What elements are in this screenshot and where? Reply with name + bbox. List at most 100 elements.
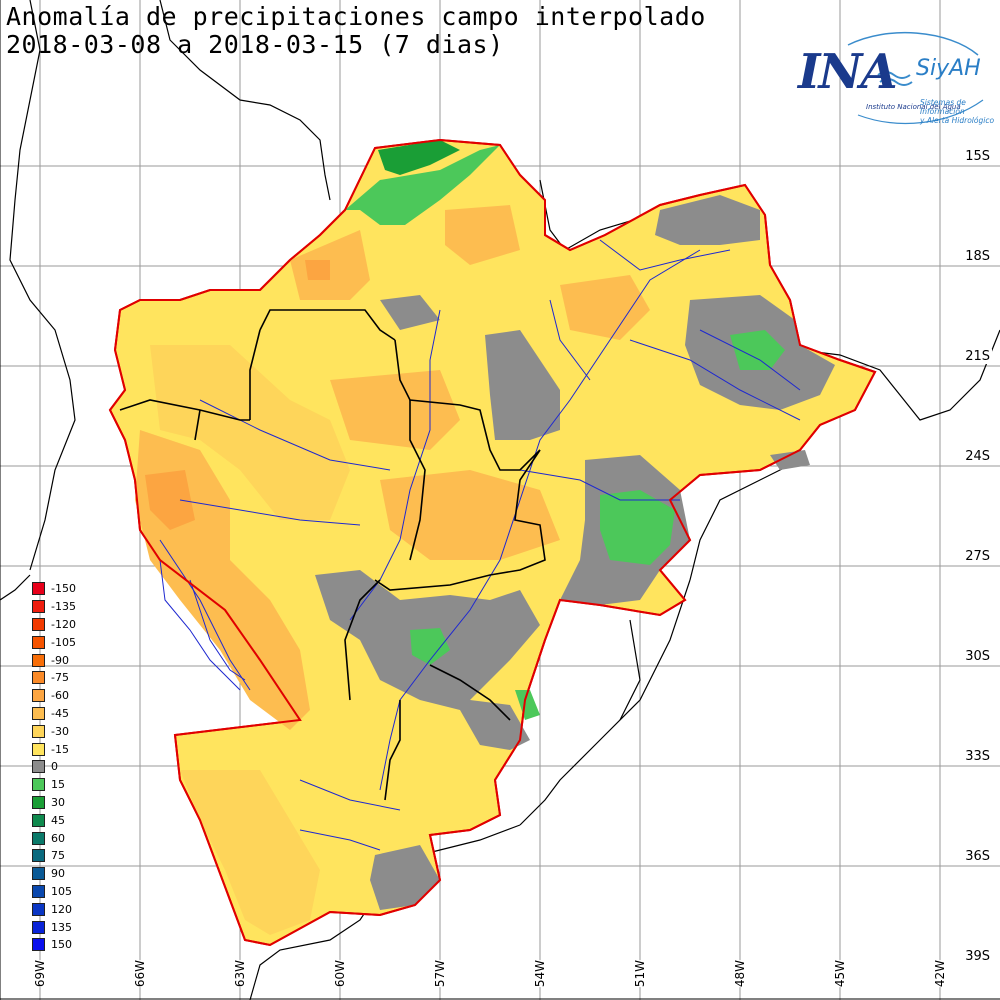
- internal-borders: [119, 309, 546, 801]
- legend-label: -75: [51, 671, 69, 685]
- legend-swatch: [32, 600, 45, 614]
- legend-label: -105: [51, 635, 76, 649]
- rivers: [159, 239, 801, 851]
- legend-label: -150: [51, 582, 76, 596]
- legend-entry: 150: [32, 936, 76, 954]
- anomaly-zone-plus15: [730, 330, 785, 370]
- anomaly-zone-zero: [770, 450, 810, 470]
- legend-swatch: [32, 849, 45, 863]
- anomaly-zone-plus30: [378, 140, 460, 175]
- legend-entry: -15: [32, 740, 76, 758]
- legend-entry: -150: [32, 580, 76, 598]
- legend-swatch: [32, 671, 45, 685]
- legend-entry: 120: [32, 900, 76, 918]
- legend-entry: -75: [32, 669, 76, 687]
- legend-swatch: [32, 582, 45, 596]
- lat-label: 21S: [963, 349, 992, 364]
- lat-label: 30S: [963, 649, 992, 664]
- legend-swatch: [32, 706, 45, 720]
- legend-swatch: [32, 920, 45, 934]
- lat-label: 18S: [963, 249, 992, 264]
- logo-ina-text: INA: [798, 44, 898, 100]
- legend-entry: -60: [32, 687, 76, 705]
- legend-swatch: [32, 778, 45, 792]
- legend-entry: 135: [32, 918, 76, 936]
- legend-entry: 75: [32, 847, 76, 865]
- legend-entry: -45: [32, 705, 76, 723]
- anomaly-zone-minus30: [445, 205, 520, 265]
- lat-label: 27S: [963, 549, 992, 564]
- lat-label: 36S: [963, 849, 992, 864]
- logo-system-fullname: Sistemas de Información y Alerta Hidrológ…: [920, 98, 995, 125]
- legend-swatch: [32, 635, 45, 649]
- legend-label: 30: [51, 795, 65, 809]
- legend-swatch: [32, 884, 45, 898]
- legend-swatch: [32, 724, 45, 738]
- la-plata-basin-field: [108, 138, 877, 947]
- anomaly-zone-minus45: [305, 260, 330, 280]
- legend-entry: -105: [32, 633, 76, 651]
- legend-label: 0: [51, 760, 58, 774]
- legend-swatch: [32, 689, 45, 703]
- basin-outline: [108, 138, 877, 947]
- lon-label: 54W: [533, 960, 547, 988]
- legend-swatch: [32, 902, 45, 916]
- logo-swoosh-icon: [847, 31, 984, 124]
- legend-label: -30: [51, 724, 69, 738]
- lat-label: 39S: [963, 949, 992, 964]
- legend-label: -135: [51, 600, 76, 614]
- map-title: Anomalía de precipitaciones campo interp…: [6, 2, 706, 31]
- legend-entry: 45: [32, 811, 76, 829]
- legend-entry: -30: [32, 722, 76, 740]
- lon-label: 48W: [733, 960, 747, 988]
- anomaly-zone-minus30: [150, 345, 350, 520]
- lon-label: 51W: [633, 960, 647, 988]
- legend-swatch: [32, 653, 45, 667]
- legend-label: 60: [51, 831, 65, 845]
- legend-swatch: [32, 867, 45, 881]
- anomaly-zone-zero: [370, 845, 440, 910]
- anomaly-zone-minus30: [380, 470, 560, 560]
- legend-label: 120: [51, 902, 72, 916]
- map-date-range: 2018-03-08 a 2018-03-15 (7 dias): [6, 30, 504, 59]
- legend-label: -15: [51, 742, 69, 756]
- legend-label: 75: [51, 849, 65, 863]
- lon-label: 60W: [333, 960, 347, 988]
- legend-label: -120: [51, 617, 76, 631]
- lon-label: 42W: [933, 960, 947, 988]
- lon-label: 69W: [33, 960, 47, 988]
- legend-label: 105: [51, 884, 72, 898]
- legend-swatch: [32, 742, 45, 756]
- anomaly-zone-minus45: [145, 470, 195, 530]
- legend-entry: 30: [32, 794, 76, 812]
- lon-label: 57W: [433, 960, 447, 988]
- lon-label: 66W: [133, 960, 147, 988]
- legend-swatch: [32, 795, 45, 809]
- legend-entry: 105: [32, 883, 76, 901]
- legend-label: -45: [51, 706, 69, 720]
- legend-entry: 15: [32, 776, 76, 794]
- legend-label: 135: [51, 920, 72, 934]
- logo-siyah-text: SiyAH: [916, 56, 981, 81]
- lon-label: 45W: [833, 960, 847, 988]
- lat-label: 15S: [963, 149, 992, 164]
- legend-swatch: [32, 938, 45, 952]
- legend-swatch: [32, 813, 45, 827]
- legend-swatch: [32, 831, 45, 845]
- legend-swatch: [32, 760, 45, 774]
- anomaly-zone-minus30: [560, 275, 650, 340]
- legend-label: -90: [51, 653, 69, 667]
- legend-swatch: [32, 617, 45, 631]
- legend-label: 90: [51, 867, 65, 881]
- anomaly-zone-zero: [655, 195, 760, 245]
- legend-entry: 0: [32, 758, 76, 776]
- legend-label: 150: [51, 938, 72, 952]
- legend-entry: -120: [32, 616, 76, 634]
- anomaly-zone-zero: [485, 330, 560, 440]
- anomaly-zone-plus15: [410, 628, 450, 665]
- lat-label: 33S: [963, 749, 992, 764]
- legend-entry: -135: [32, 598, 76, 616]
- legend-entry: -90: [32, 651, 76, 669]
